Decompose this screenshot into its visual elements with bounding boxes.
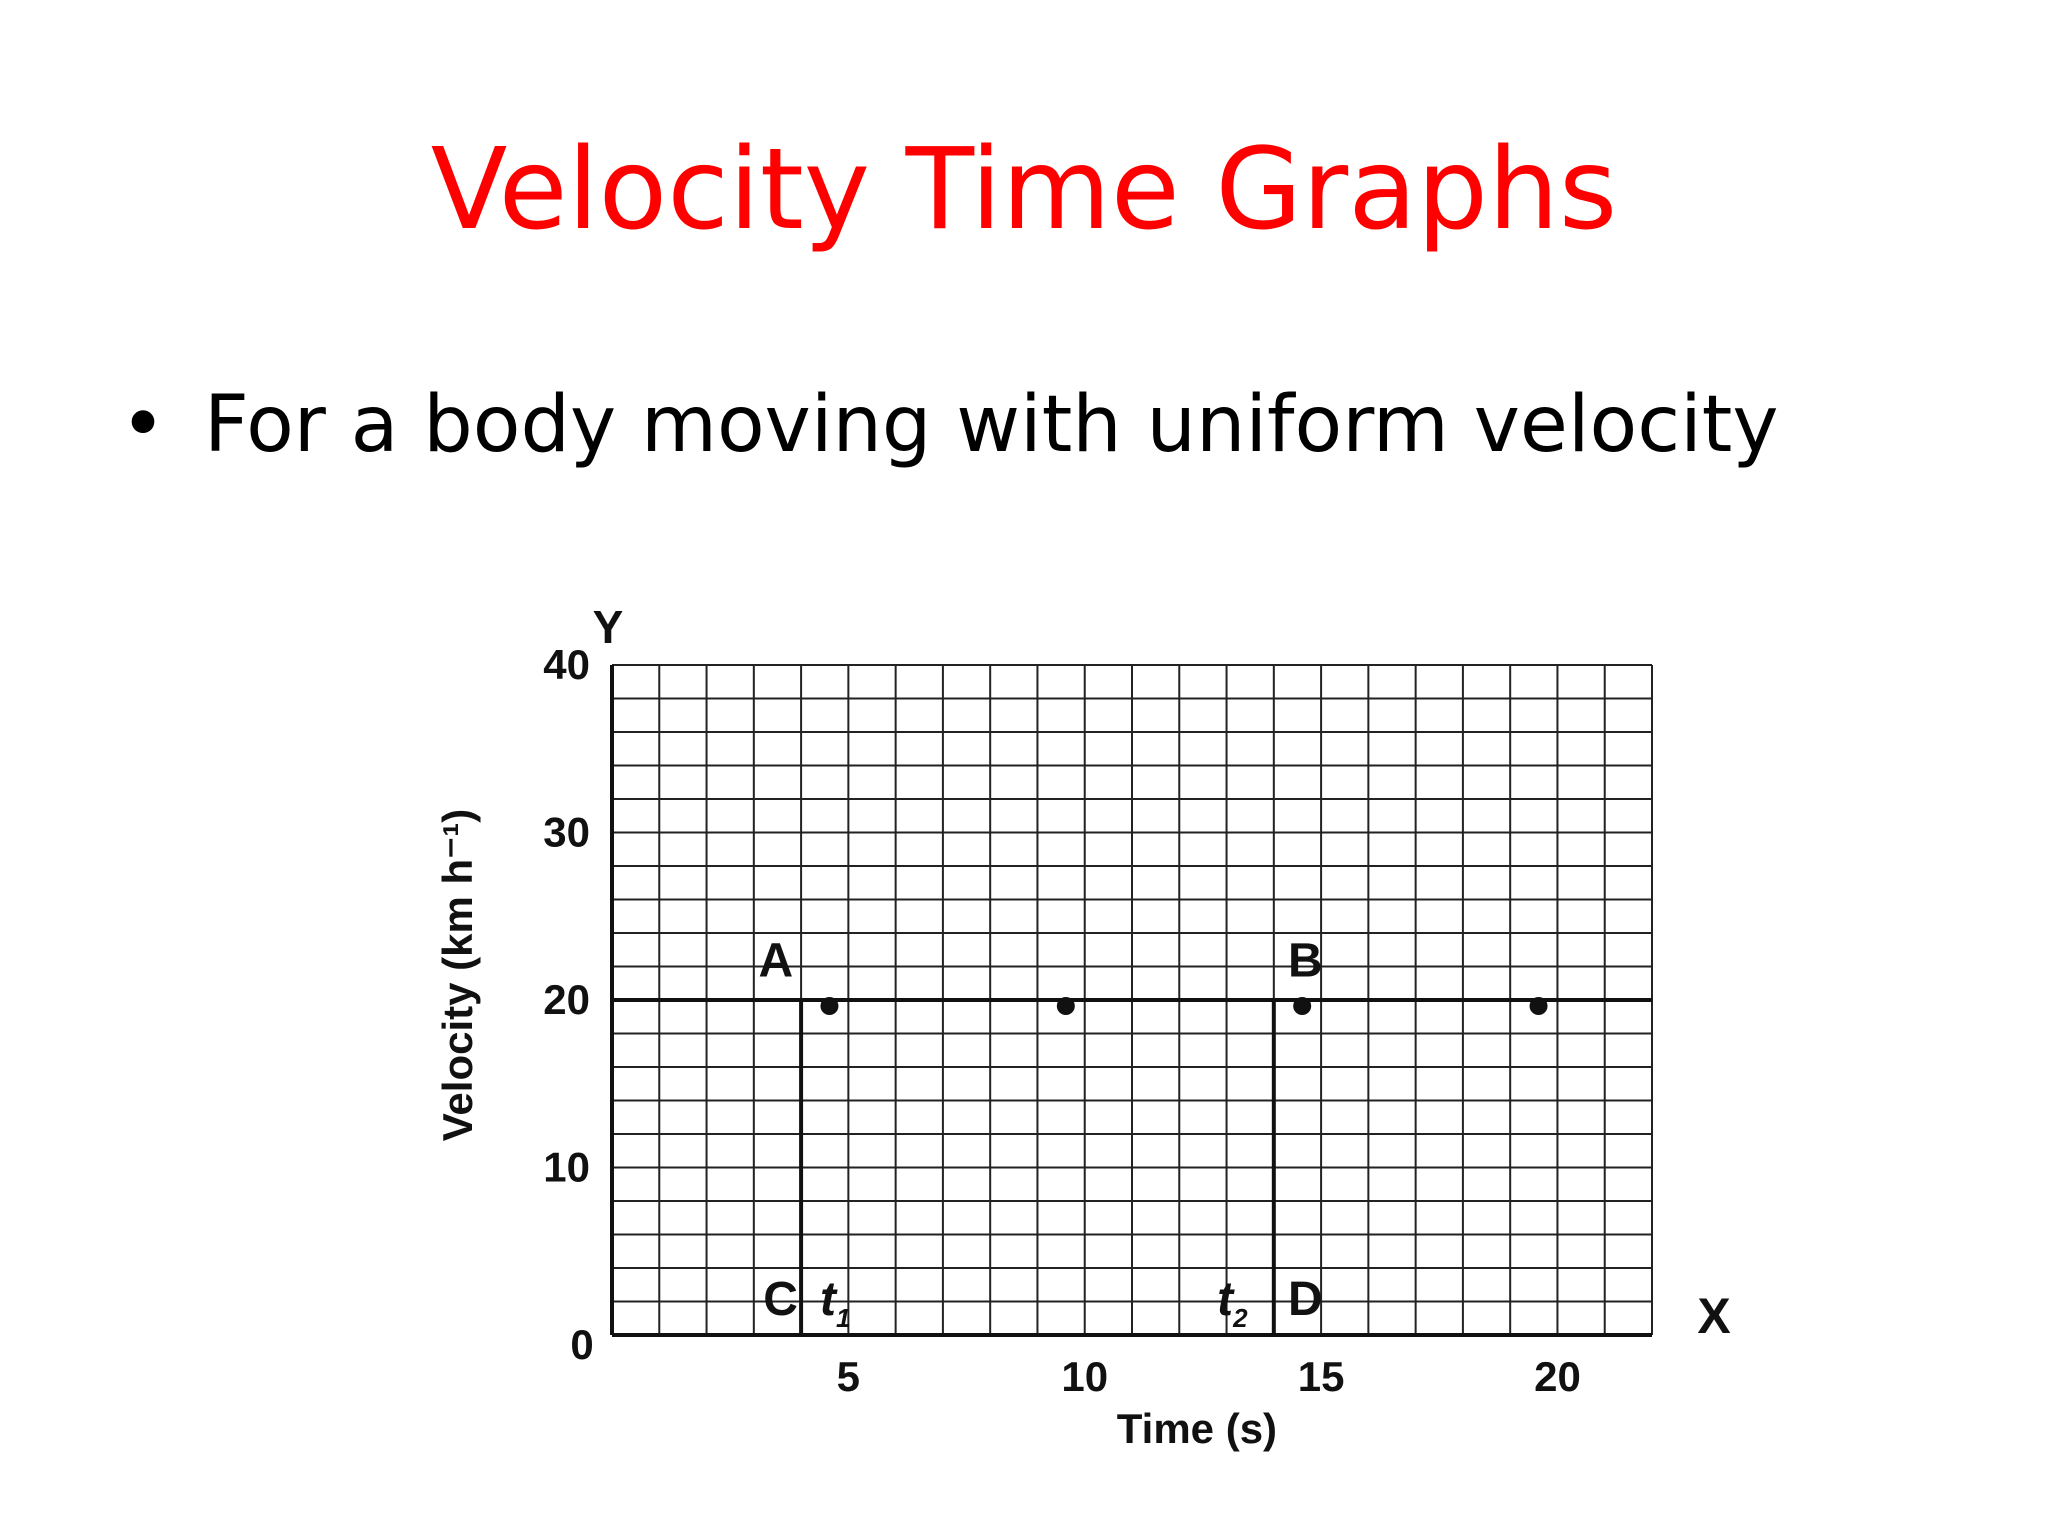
y-tick-label: 30 — [543, 809, 590, 856]
chart-labels: 10 20 30 40 5 10 15 20 0 Y X Time (s) Velocity (km h… — [434, 601, 1731, 1452]
chart-series — [612, 997, 1652, 1335]
x-tick-label: 20 — [1534, 1353, 1581, 1400]
data-point — [820, 997, 839, 1015]
x-tick-label: 10 — [1061, 1353, 1108, 1400]
annotation-subscript: 1 — [836, 1303, 850, 1333]
x-tick-label: 5 — [837, 1353, 860, 1400]
x-tick-label: 15 — [1298, 1353, 1345, 1400]
bullet-marker: • — [120, 380, 167, 470]
annotation-subscript: 2 — [1232, 1303, 1248, 1333]
x-axis-title: Time (s) — [1117, 1405, 1277, 1452]
annotation-label: C — [763, 1273, 798, 1326]
data-point — [1293, 997, 1312, 1015]
y-axis-title: Velocity (km h⁻¹) — [434, 809, 481, 1142]
y-axis-name: Y — [593, 601, 624, 653]
y-tick-label: 10 — [543, 1144, 590, 1191]
bullet-text: For a body moving with uniform velocity — [204, 380, 1779, 470]
data-point — [1056, 997, 1075, 1015]
annotation-label: t1 — [820, 1273, 850, 1333]
y-tick-label: 40 — [543, 641, 590, 688]
y-tick-label: 20 — [543, 976, 590, 1023]
origin-label: 0 — [570, 1321, 593, 1368]
annotation-label: t2 — [1217, 1273, 1248, 1333]
bullet-item: • For a body moving with uniform velocit… — [120, 375, 1779, 475]
slide-title: Velocity Time Graphs — [430, 125, 1618, 255]
annotation-label: A — [759, 935, 794, 988]
annotation-label: B — [1288, 935, 1323, 988]
annotation-label: D — [1288, 1273, 1323, 1326]
x-axis-name: X — [1697, 1288, 1730, 1344]
data-point — [1529, 997, 1548, 1015]
